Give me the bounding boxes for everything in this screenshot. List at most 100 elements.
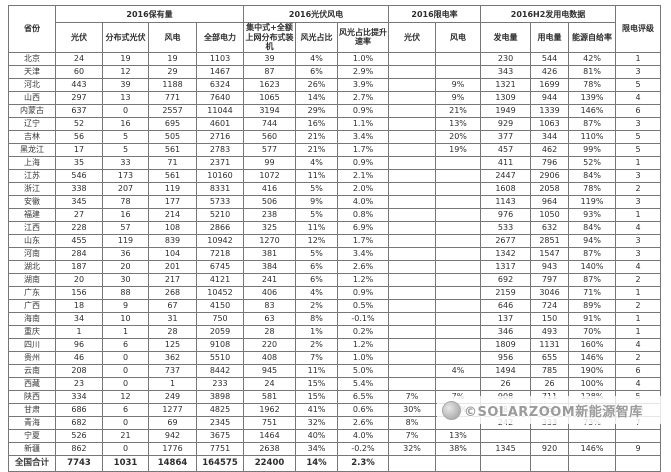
value-cell: 26% — [295, 77, 339, 92]
value-cell: 3046 — [530, 285, 570, 300]
value-cell: 4 — [615, 90, 662, 105]
value-cell: 13% — [435, 428, 482, 443]
value-cell: 2447 — [480, 168, 532, 183]
value-cell: 711 — [530, 389, 570, 404]
value-cell: 346 — [480, 324, 532, 339]
value-cell — [388, 194, 437, 209]
value-cell: 3 — [615, 168, 662, 183]
value-cell: 2866 — [195, 220, 245, 235]
value-cell: 325 — [243, 220, 297, 235]
col-header: 能源自给率 — [568, 22, 617, 53]
value-cell — [435, 64, 482, 79]
value-cell: 7% — [295, 350, 339, 365]
value-cell: 8% — [295, 311, 339, 326]
value-cell: 942 — [148, 428, 197, 443]
value-cell — [435, 350, 482, 365]
value-cell — [388, 324, 437, 339]
value-cell: 943 — [530, 259, 570, 274]
value-cell: 6.5% — [337, 389, 390, 404]
value-cell: 944 — [530, 90, 570, 105]
value-cell — [615, 428, 662, 443]
value-cell: 0 — [102, 376, 149, 391]
table-row: 河北 443 39 1188 6324 1623 26% 3.9% 9% 1321 1699 78% 5 — [8, 77, 662, 92]
value-cell — [435, 337, 482, 352]
value-cell: 737 — [148, 363, 197, 378]
value-cell: 12 — [102, 64, 149, 79]
value-cell: 17 — [55, 142, 103, 157]
value-cell: 137 — [480, 311, 532, 326]
value-cell: 1494 — [480, 363, 532, 378]
value-cell: 7% — [388, 428, 437, 443]
value-cell: 1467 — [195, 64, 245, 79]
value-cell: 771 — [148, 90, 197, 105]
value-cell: 4% — [295, 155, 339, 170]
value-cell: 78 — [102, 194, 149, 209]
value-cell: 217 — [148, 272, 197, 287]
value-cell: 24 — [55, 51, 103, 66]
value-cell — [435, 285, 482, 300]
province-cell: 山东 — [8, 233, 56, 248]
value-cell: 0.9% — [337, 285, 390, 300]
value-cell: 46 — [55, 350, 103, 365]
value-cell: 146% — [568, 350, 617, 365]
value-cell: 60 — [55, 64, 103, 79]
value-cell: 5 — [615, 77, 662, 92]
province-cell: 湖南 — [8, 272, 56, 287]
total-value-cell: 14864 — [148, 454, 197, 472]
value-cell: 242 — [480, 415, 532, 430]
col-header: 光伏 — [388, 22, 437, 53]
table-row: 重庆 1 1 28 2059 28 1% 0.2% 346 493 70% 1 — [8, 324, 662, 339]
value-cell: 34% — [295, 441, 339, 456]
value-cell: 1103 — [195, 51, 245, 66]
table-header: 省份 2016保有量 2016光伏风电 2016限电率 2016H2发用电数据 限电评级 光… — [8, 5, 662, 53]
value-cell: 10 — [102, 311, 149, 326]
value-cell: 1 — [615, 51, 662, 66]
table-row: 天津 60 12 29 1467 87 6% 2.9% 343 426 81% 3 — [8, 64, 662, 79]
value-cell: 5 — [102, 129, 149, 144]
table-row: 山东 455 119 839 10942 1270 12% 1.7% 2677 2851 94% 3 — [8, 233, 662, 248]
value-cell: 41% — [295, 402, 339, 417]
value-cell — [388, 155, 437, 170]
value-cell: 3 — [615, 116, 662, 131]
value-cell: 30% — [388, 402, 437, 417]
value-cell: 4.0% — [337, 194, 390, 209]
value-cell: 177 — [148, 194, 197, 209]
value-cell: 3.9% — [337, 77, 390, 92]
value-cell: 408 — [243, 350, 297, 365]
value-cell: 3 — [615, 246, 662, 261]
province-cell: 广东 — [8, 285, 56, 300]
value-cell: 2851 — [530, 233, 570, 248]
value-cell: 30 — [102, 272, 149, 287]
value-cell: 11% — [295, 363, 339, 378]
value-cell: 10942 — [195, 233, 245, 248]
value-cell: 862 — [55, 441, 103, 456]
value-cell: 1309 — [480, 90, 532, 105]
value-cell: 94% — [568, 233, 617, 248]
value-cell — [480, 428, 532, 443]
value-cell: 561 — [148, 142, 197, 157]
value-cell: 128% — [568, 389, 617, 404]
province-cell: 江苏 — [8, 168, 56, 183]
value-cell: 1949 — [480, 103, 532, 118]
value-cell: 89% — [568, 298, 617, 313]
value-cell: 6 — [102, 402, 149, 417]
value-cell: 21% — [295, 142, 339, 157]
value-cell: 5% — [295, 207, 339, 222]
value-cell — [435, 324, 482, 339]
value-cell: 343 — [480, 64, 532, 79]
value-cell: 96 — [55, 337, 103, 352]
value-cell: 443 — [55, 77, 103, 92]
total-value-cell — [568, 454, 617, 472]
value-cell: 146% — [568, 441, 617, 456]
value-cell: 692 — [480, 272, 532, 287]
value-cell — [388, 64, 437, 79]
value-cell — [388, 51, 437, 66]
value-cell: 14% — [295, 90, 339, 105]
value-cell: 8% — [388, 415, 437, 430]
value-cell: 9 — [102, 298, 149, 313]
value-cell: 21% — [295, 129, 339, 144]
table-row: 福建 27 16 214 5210 238 5% 0.8% 976 1050 93% 1 — [8, 207, 662, 222]
value-cell: 18 — [55, 298, 103, 313]
value-cell: 36 — [102, 246, 149, 261]
value-cell: 4% — [295, 51, 339, 66]
